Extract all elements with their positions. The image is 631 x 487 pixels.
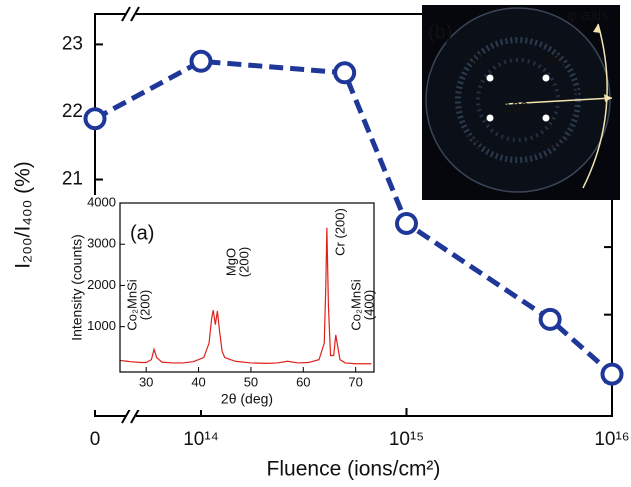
inset-a: 1000 2000 3000 4000 30 40 50 60 70 2θ (deg) Intens… [60, 194, 380, 410]
x-axis-title: Fluence (ions/cm²) [267, 458, 441, 481]
x-tick-label: 10¹⁵ [389, 429, 424, 450]
y-tick-label: 3000 [87, 236, 116, 251]
y-tick-label: 1000 [87, 318, 116, 333]
x-tick-label: 30 [139, 374, 153, 389]
pole-spot [487, 75, 494, 82]
data-point [603, 365, 622, 384]
pole-spot [543, 115, 550, 122]
pole-spot [487, 115, 494, 122]
y-tick-label: 23 [62, 33, 83, 54]
peak-annotation: (200) [236, 247, 251, 277]
data-point [86, 109, 105, 128]
x-tick-label: 70 [348, 374, 362, 389]
center-label: 100 [503, 99, 528, 116]
peak-annotation: Cr (200) [332, 208, 347, 256]
data-point [397, 214, 416, 233]
data-point [541, 310, 560, 329]
x-tick-label: 0 [90, 429, 101, 450]
panel-label: (b) [428, 21, 452, 43]
y-tick-label: 2000 [87, 277, 116, 292]
spot-label: 2̅20 [458, 135, 483, 152]
pole-spot [543, 75, 550, 82]
x-tick-label: 50 [244, 374, 258, 389]
y-axis-title: Intensity (counts) [69, 234, 85, 341]
x-tick-label: 60 [296, 374, 310, 389]
x-tick-label: 40 [191, 374, 205, 389]
peak-annotation: (400) [361, 290, 376, 320]
data-point [192, 52, 211, 71]
y-tick-label: 22 [62, 101, 83, 122]
data-point [335, 63, 354, 82]
peak-annotation: (200) [137, 290, 152, 320]
panel-label: (a) [130, 222, 154, 244]
figure: 181920212223010¹⁴10¹⁵10¹⁶Fluence (ions/c… [0, 0, 631, 487]
x-axis-title: 2θ (deg) [221, 391, 273, 407]
spot-label: 202 [458, 51, 483, 68]
axis-label: φ-axis [567, 7, 608, 24]
y-tick-label: 4000 [87, 194, 116, 209]
y-tick-label: 21 [62, 169, 83, 190]
x-tick-label: 10¹⁶ [594, 429, 629, 450]
x-tick-label: 10¹⁴ [183, 429, 219, 450]
spot-label: 202 [542, 51, 567, 68]
axis-label: χ-axis [558, 83, 598, 100]
y-axis-title: I₂₀₀/I₄₀₀ (%) [12, 161, 35, 269]
